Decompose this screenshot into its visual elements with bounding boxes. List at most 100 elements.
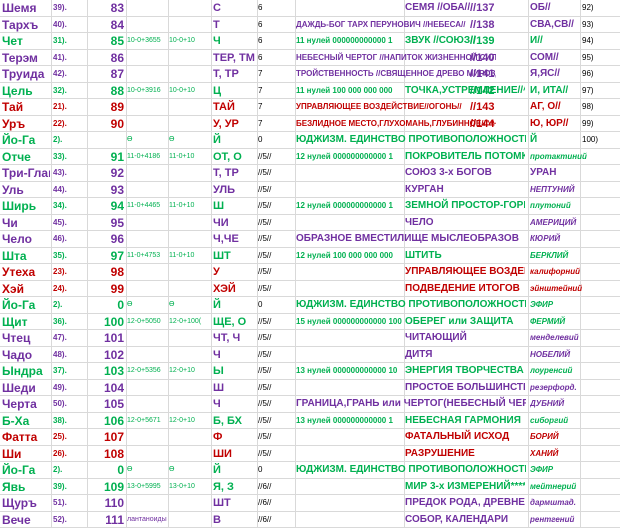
row-index: 49). [53, 382, 67, 392]
row-formula-b [169, 446, 209, 463]
row-name: Утеха [2, 265, 36, 279]
row-name: Уль [2, 182, 24, 197]
row-end [582, 512, 620, 528]
row-value: 107 [103, 430, 124, 444]
row-formula-a [127, 380, 167, 397]
row-ref [470, 132, 526, 149]
row-word [296, 264, 402, 281]
row-value: 110 [104, 496, 124, 510]
table-row: Шта 35). 97 11-0+4753 11-0+10 ШТ //5// 12 нулей… [0, 248, 620, 265]
row-phrase: УПРАВЛЯЮЩЕЕ ВОЗДЕЙСТВИЕ//ОГОНЬ// [296, 102, 462, 111]
row-formula-a [127, 330, 167, 347]
row-end [582, 380, 620, 397]
row-index: 39). [53, 3, 67, 12]
table-row: Чтец 47). 101 ЧТ, Ч //5// ЧИТАЮЩИЙ менделевий [0, 330, 620, 347]
table-row: Б-Ха 38). 106 12-0+5671 12-0+10 Б, БХ //5// 13 … [0, 413, 620, 429]
row-word [296, 495, 402, 512]
row-marker: //5// [258, 201, 272, 210]
row-index: 31). [53, 36, 67, 45]
row-end: 96) [582, 69, 594, 78]
row-word [296, 380, 402, 397]
row-formula-a [127, 165, 167, 182]
row-index: 48). [53, 349, 67, 359]
row-tail: лоуренсий [530, 366, 573, 375]
row-value: 102 [103, 347, 124, 362]
row-index: 24). [53, 283, 67, 293]
row-ref [470, 198, 526, 215]
row-formula-a: 11-0+4465 [127, 202, 161, 209]
row-formula-a: Ө [127, 466, 133, 473]
column-gridline [211, 0, 212, 528]
row-letter: Ы [213, 365, 224, 377]
row-end [582, 347, 620, 364]
row-word [296, 479, 402, 496]
row-tail: ЭФИР [530, 465, 554, 474]
row-formula-b [169, 264, 209, 281]
row-formula-b [169, 17, 209, 34]
row-phrase: ПРОСТОЕ БОЛЬШИНСТВО [405, 381, 525, 393]
row-end [582, 149, 620, 166]
row-value: 99 [110, 281, 124, 296]
row-end [582, 215, 620, 232]
row-index: 52). [53, 514, 67, 524]
table-row: Фатта 25). 107 Ф //5// ФАТАЛЬНЫЙ ИСХОД БОРИЙ [0, 429, 620, 446]
row-marker: 6 [258, 3, 263, 12]
row-marker: 7 [258, 85, 263, 95]
row-index: 2). [53, 465, 63, 474]
row-value: 87 [110, 67, 124, 81]
row-name: Черта [2, 397, 37, 411]
row-letter: Ч,ЧЕ [213, 233, 239, 245]
row-tail: ОБ// [530, 2, 551, 13]
row-end [582, 363, 620, 380]
row-ref [470, 347, 526, 364]
row-index: 41). [53, 52, 67, 62]
row-word [296, 347, 402, 364]
row-marker: //5// [258, 316, 272, 326]
table-row: Ши 26). 108 ШИ //5// РАЗРУШЕНИЕ ХАНИЙ [0, 446, 620, 463]
row-end [582, 479, 620, 496]
row-formula-a [127, 396, 167, 413]
row-index: 47). [53, 333, 67, 342]
row-marker: //5// [258, 184, 272, 194]
row-ref: //143 [470, 101, 495, 113]
row-tail: УРАН [530, 167, 557, 178]
row-marker: //5// [258, 448, 272, 458]
row-tail: дармштад. [530, 498, 576, 507]
row-index: 23). [53, 267, 67, 276]
row-end: 93) [582, 19, 594, 29]
row-phrase: СОЮЗ 3-х БОГОВ [405, 167, 492, 178]
row-marker: //5// [258, 234, 272, 243]
table-row: Шеди 49). 104 Ш //5// ПРОСТОЕ БОЛЬШИНСТВО резе… [0, 380, 620, 397]
row-formula-b [169, 495, 209, 512]
row-ref [470, 182, 526, 199]
row-formula-b: Ө [169, 466, 175, 473]
row-formula-b [169, 231, 209, 248]
row-formula-a [127, 50, 167, 67]
row-end [582, 248, 620, 265]
row-index: 43). [53, 168, 67, 177]
row-end: 92) [582, 3, 594, 12]
row-letter: ТАЙ [213, 101, 235, 113]
row-letter: Т, ТР [213, 68, 239, 80]
row-name: Тай [2, 100, 24, 114]
row-tail: эйнштейний [530, 283, 583, 293]
row-phrase: ЧЕЛО [405, 216, 434, 228]
row-formula-a: 11-0+4186 [127, 152, 161, 160]
row-letter: Ш [213, 381, 225, 394]
row-ref [470, 248, 526, 265]
row-phrase: СОБОР, КАЛЕНДАРИ [405, 513, 509, 525]
row-ref [470, 215, 526, 232]
row-index: 44). [53, 184, 67, 194]
row-marker: //5// [258, 283, 272, 293]
row-word [296, 0, 402, 17]
table-row: Цель 32). 88 10-0+3916 10-0+10 Ц 7 11 нулей 100… [0, 83, 620, 99]
row-end [582, 314, 620, 331]
row-tail: Ю, ЮР// [530, 117, 569, 129]
column-gridline [126, 0, 127, 528]
row-phrase: ЗВУК //СОЮЗ// [405, 35, 476, 46]
row-formula-b [169, 215, 209, 232]
row-letter: Т [213, 18, 220, 31]
row-marker: //5// [258, 333, 272, 342]
table-row: Черта 50). 105 Ч //5// ГРАНИЦА,ГРАНЬ или ЧЕРТ… [0, 396, 620, 413]
row-marker: 6 [258, 52, 263, 62]
